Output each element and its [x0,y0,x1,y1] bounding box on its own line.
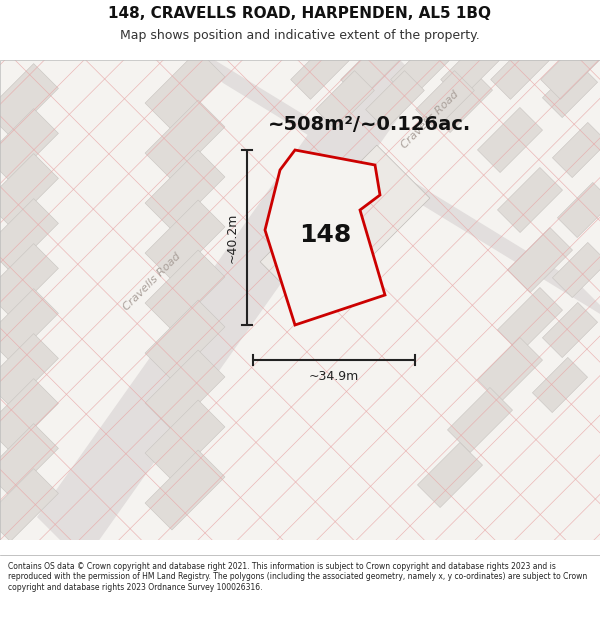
Polygon shape [541,41,599,99]
Polygon shape [0,64,58,136]
Text: 148: 148 [299,223,351,247]
Polygon shape [145,250,225,330]
Polygon shape [557,182,600,238]
Polygon shape [316,71,374,129]
Polygon shape [0,244,58,316]
Polygon shape [478,338,542,402]
Polygon shape [341,41,400,99]
Polygon shape [0,199,58,271]
Polygon shape [508,228,572,292]
Polygon shape [145,100,225,180]
Text: ~508m²/~0.126ac.: ~508m²/~0.126ac. [268,116,472,134]
Polygon shape [265,150,385,325]
Polygon shape [440,41,499,99]
Polygon shape [37,37,423,563]
Polygon shape [145,200,225,280]
Polygon shape [478,107,542,172]
Polygon shape [145,50,225,130]
Polygon shape [260,145,430,315]
Polygon shape [542,62,598,118]
Polygon shape [427,68,493,132]
Polygon shape [497,168,563,232]
Polygon shape [0,424,58,496]
Text: Map shows position and indicative extent of the property.: Map shows position and indicative extent… [120,29,480,42]
Polygon shape [553,122,600,177]
Polygon shape [391,41,449,99]
Polygon shape [145,300,225,380]
Polygon shape [448,388,512,452]
Polygon shape [0,289,58,361]
Text: Contains OS data © Crown copyright and database right 2021. This information is : Contains OS data © Crown copyright and d… [8,562,587,591]
Polygon shape [145,350,225,430]
Polygon shape [542,302,598,358]
Polygon shape [145,150,225,230]
Polygon shape [0,469,58,541]
Polygon shape [0,379,58,451]
Text: Cravells Road: Cravells Road [400,89,461,151]
Text: ~40.2m: ~40.2m [226,213,239,262]
Text: ~34.9m: ~34.9m [309,370,359,383]
Polygon shape [0,154,58,226]
Polygon shape [365,71,424,129]
Polygon shape [0,109,58,181]
Polygon shape [177,37,600,328]
Polygon shape [532,357,587,412]
Polygon shape [418,442,482,508]
Polygon shape [553,242,600,298]
Polygon shape [0,334,58,406]
Polygon shape [491,41,550,99]
Polygon shape [145,450,225,530]
Text: 148, CRAVELLS ROAD, HARPENDEN, AL5 1BQ: 148, CRAVELLS ROAD, HARPENDEN, AL5 1BQ [109,6,491,21]
Polygon shape [145,400,225,480]
Polygon shape [290,41,349,99]
Polygon shape [416,71,475,129]
Polygon shape [497,288,563,352]
Text: Cravells Road: Cravells Road [121,251,182,312]
